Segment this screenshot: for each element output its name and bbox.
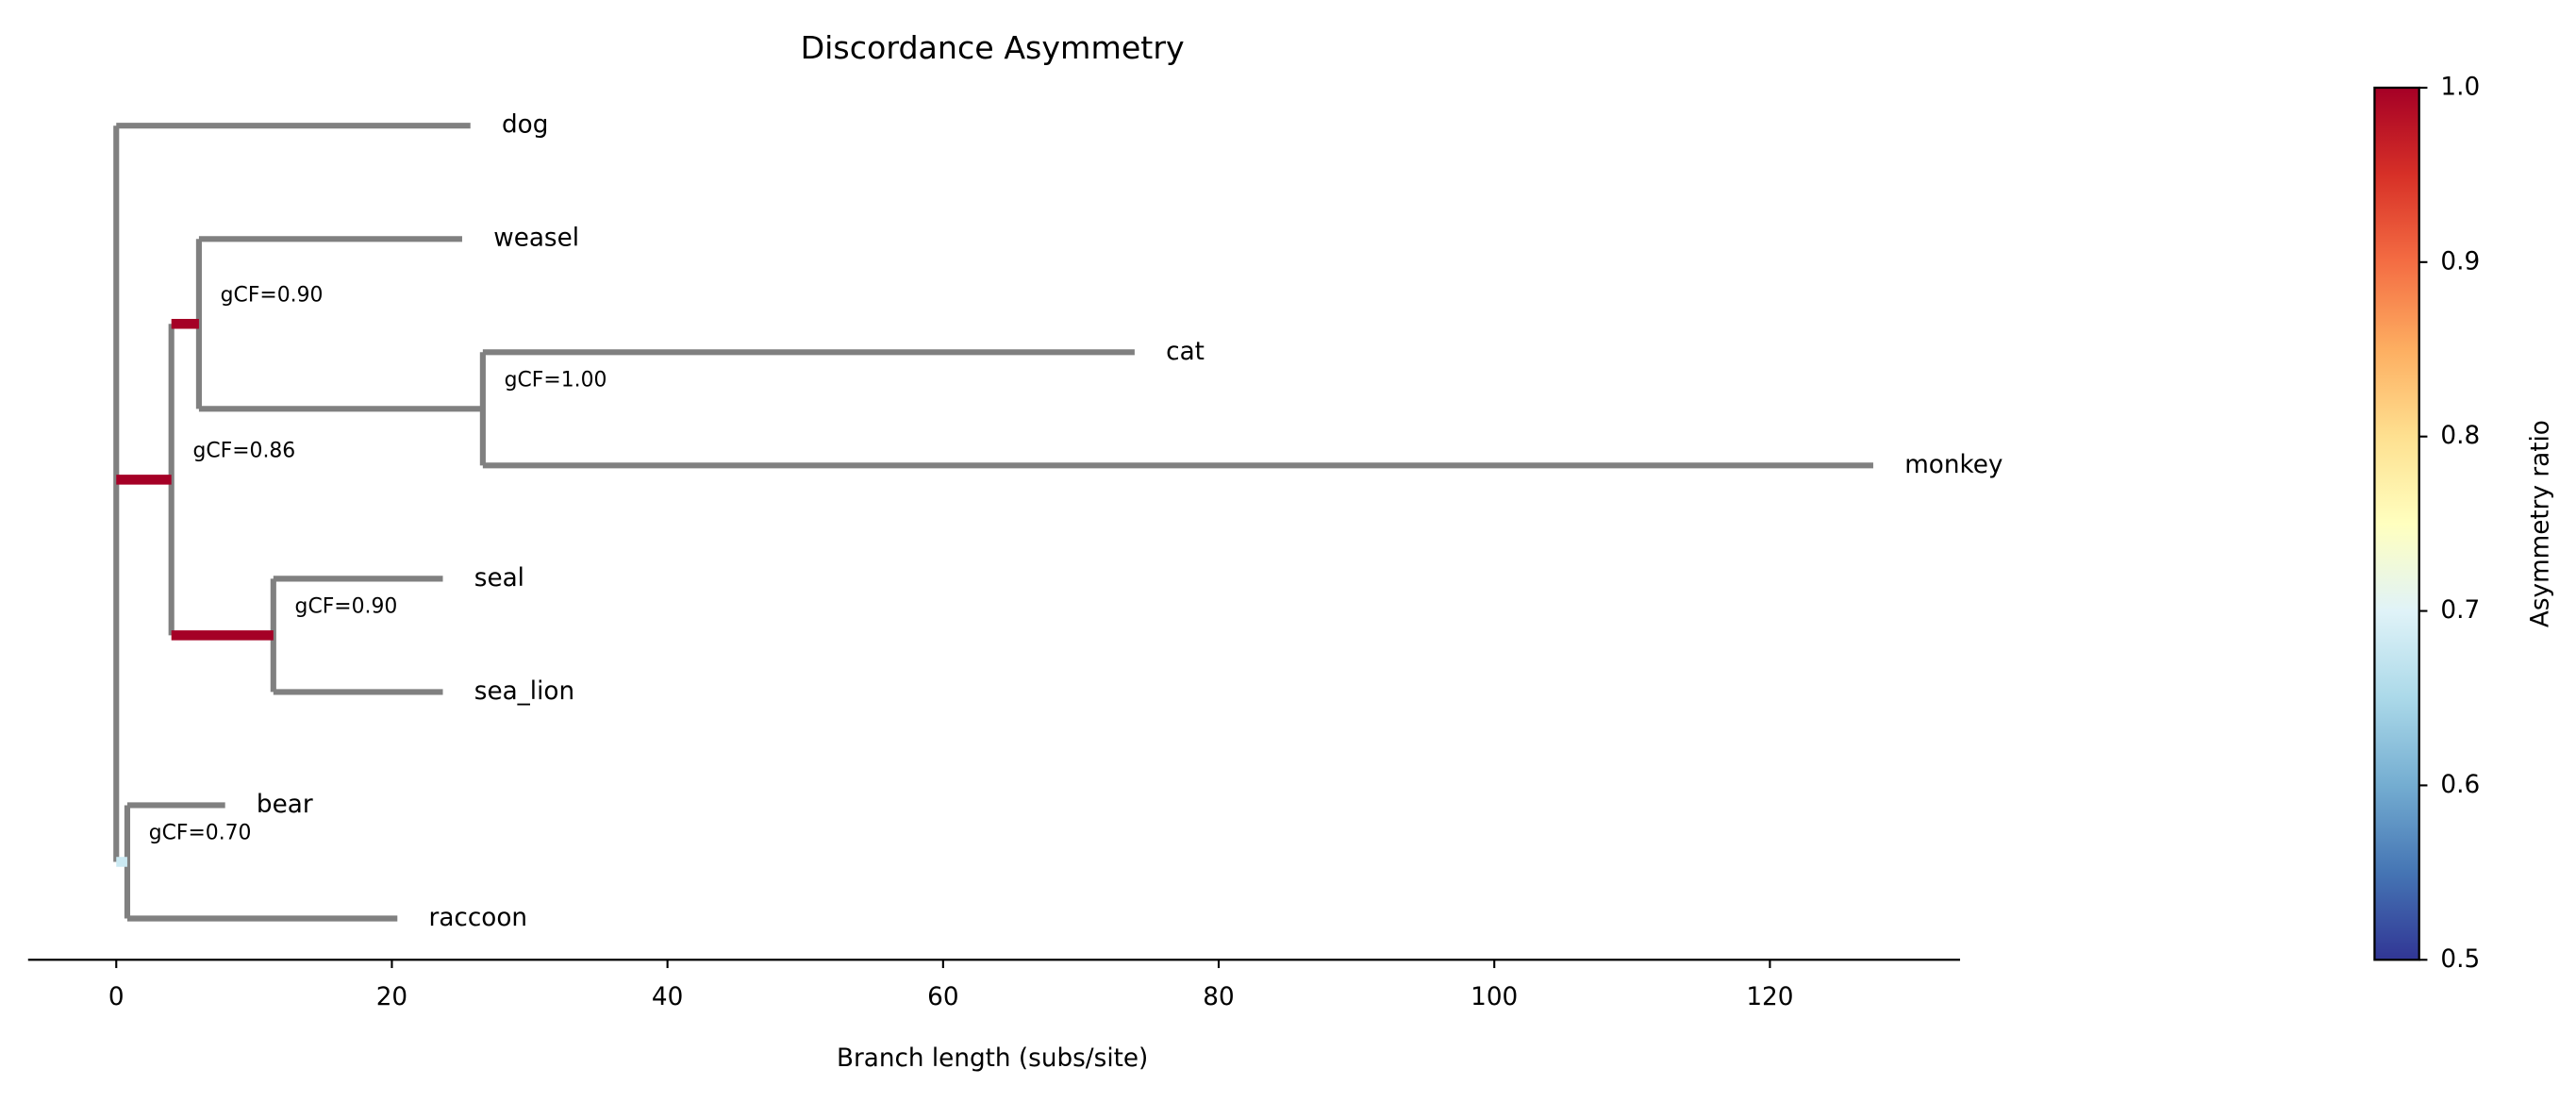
node-label: gCF=1.00	[505, 369, 607, 392]
node-label: gCF=0.70	[149, 822, 252, 845]
colored-branches	[116, 319, 274, 867]
x-tick-label: 80	[1203, 983, 1234, 1011]
labels: dog weasel cat monkey gCF=1.00 gCF=0.90 seal se…	[149, 111, 2003, 932]
colorbar-tick-label: 1.0	[2440, 73, 2480, 101]
colorbar-tick-label: 0.9	[2440, 247, 2480, 276]
x-tick-label: 20	[376, 983, 407, 1011]
branches	[113, 123, 1873, 922]
tip-label: monkey	[1904, 451, 2003, 479]
colorbar	[2373, 86, 2420, 961]
node-label: gCF=0.90	[221, 284, 324, 308]
x-tick-label: 40	[652, 983, 683, 1011]
tip-label: dog	[502, 111, 548, 140]
x-axis-label: Branch length (subs/site)	[837, 1044, 1148, 1073]
colorbar-tick-label: 0.7	[2440, 596, 2480, 625]
x-tick-label: 100	[1471, 983, 1518, 1011]
x-tick-label: 0	[108, 983, 125, 1011]
tip-label: weasel	[493, 225, 579, 253]
node-label: gCF=0.90	[295, 595, 398, 619]
tip-label: sea_lion	[474, 677, 574, 706]
colorbar-tick-label: 0.6	[2440, 771, 2480, 799]
x-tick-label: 60	[927, 983, 958, 1011]
colorbar-tick-label: 0.8	[2440, 422, 2480, 450]
colorbar-tick-label: 0.5	[2440, 945, 2480, 974]
chart-title: Discordance Asymmetry	[801, 29, 1185, 66]
tip-label: raccoon	[429, 904, 528, 932]
colorbar-label: Asymmetry ratio	[2527, 420, 2555, 627]
tip-label: bear	[257, 791, 313, 819]
node-label: gCF=0.86	[192, 440, 295, 463]
x-tick-label: 120	[1746, 983, 1793, 1011]
tip-label: cat	[1166, 338, 1205, 366]
tip-label: seal	[474, 564, 524, 593]
